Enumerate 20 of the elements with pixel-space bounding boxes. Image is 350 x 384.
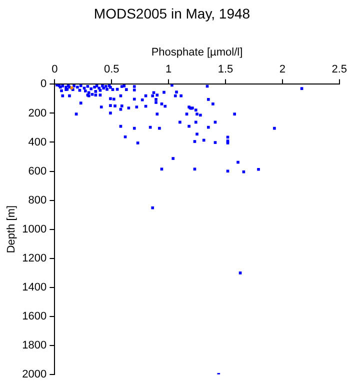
y-axis-title: Depth [m] (6, 205, 18, 254)
y-tick-label: 1600 (22, 310, 47, 322)
x-tick-label: 1 (165, 64, 172, 76)
x-tick-label: 0 (52, 64, 58, 76)
y-tick-label: 1000 (22, 223, 47, 236)
y-tick-label: 1200 (22, 252, 47, 264)
y-tick-label: 400 (28, 136, 47, 148)
y-tick-label: 0 (40, 78, 47, 90)
y-tick-label: 1800 (22, 339, 47, 352)
x-tick-label: 1.5 (218, 64, 234, 76)
x-tick-label: 2 (279, 64, 286, 76)
y-tick-label: 2000 (22, 368, 47, 380)
y-tick-label: 200 (28, 107, 47, 120)
x-axis-title: Phosphate [µmol/l] (151, 46, 243, 58)
x-tick-label: 0.5 (104, 64, 120, 76)
y-tick-label: 600 (28, 165, 47, 178)
y-tick-label: 1400 (22, 281, 47, 294)
x-tick-label: 2.5 (332, 64, 348, 76)
chart-title: MODS2005 in May, 1948 (94, 5, 250, 22)
y-tick-label: 800 (28, 194, 47, 206)
